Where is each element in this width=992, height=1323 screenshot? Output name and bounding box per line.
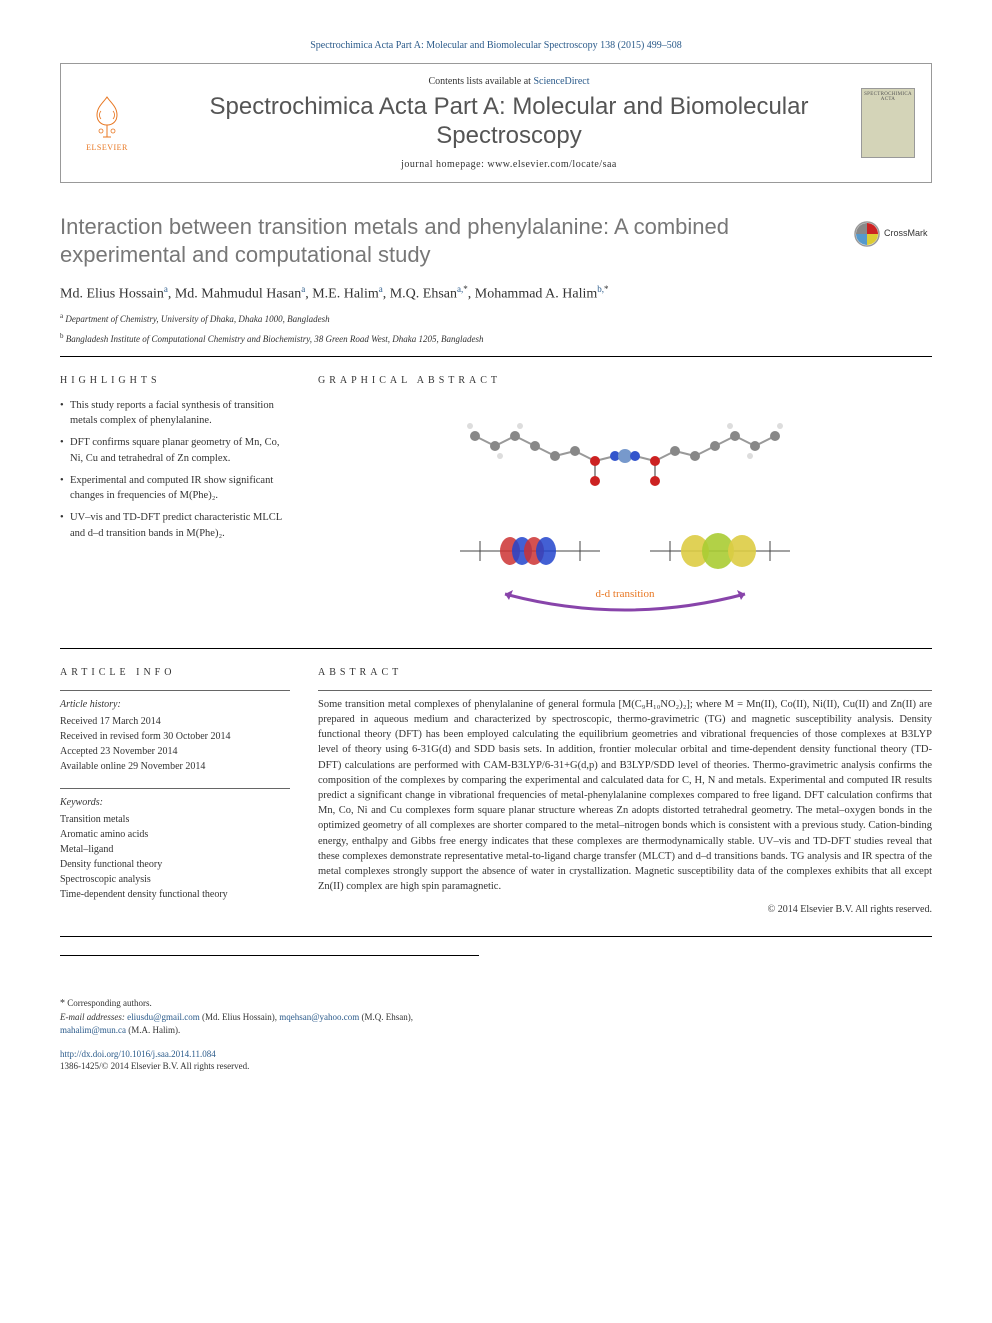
crossmark-icon xyxy=(854,221,880,247)
journal-cover-thumbnail: SPECTROCHIMICA ACTA xyxy=(861,88,915,158)
elsevier-tree-icon xyxy=(83,93,131,141)
orbital-right xyxy=(640,526,800,576)
highlights-list: This study reports a facial synthesis of… xyxy=(60,398,290,542)
article-title: Interaction between transition metals an… xyxy=(60,213,932,270)
elsevier-logo: ELSEVIER xyxy=(77,88,137,158)
article-info-label: ARTICLE INFO xyxy=(60,667,290,678)
keyword-item: Transition metals xyxy=(60,812,290,827)
affiliations: a Department of Chemistry, University of… xyxy=(60,312,932,345)
highlight-item: DFT confirms square planar geometry of M… xyxy=(60,435,290,467)
graphical-abstract-label: GRAPHICAL ABSTRACT xyxy=(318,375,932,386)
keyword-item: Metal–ligand xyxy=(60,842,290,857)
homepage-url[interactable]: www.elsevier.com/locate/saa xyxy=(487,159,616,170)
abstract-text: Some transition metal complexes of pheny… xyxy=(318,697,932,895)
doi-footer: http://dx.doi.org/10.1016/j.saa.2014.11.… xyxy=(60,1048,932,1073)
journal-title: Spectrochimica Acta Part A: Molecular an… xyxy=(157,93,861,151)
journal-header: ELSEVIER Contents lists available at Sci… xyxy=(60,63,932,183)
affiliation-line: a Department of Chemistry, University of… xyxy=(60,312,932,326)
history-line: Accepted 23 November 2014 xyxy=(60,744,290,759)
keyword-item: Aromatic amino acids xyxy=(60,827,290,842)
journal-reference: Spectrochimica Acta Part A: Molecular an… xyxy=(60,40,932,51)
highlight-item: UV–vis and TD-DFT predict characteristic… xyxy=(60,510,290,542)
keywords-block: Keywords: Transition metalsAromatic amin… xyxy=(60,795,290,902)
keyword-item: Spectroscopic analysis xyxy=(60,872,290,887)
history-line: Available online 29 November 2014 xyxy=(60,759,290,774)
corresponding-footnote: * Corresponding authors. E-mail addresse… xyxy=(60,996,479,1038)
orbital-left xyxy=(450,526,610,576)
thin-divider xyxy=(318,690,932,691)
email-link[interactable]: mqehsan@yahoo.com xyxy=(279,1012,359,1022)
thin-divider xyxy=(60,788,290,789)
affiliation-line: b Bangladesh Institute of Computational … xyxy=(60,332,932,346)
abstract-label: ABSTRACT xyxy=(318,667,932,678)
copyright-line: © 2014 Elsevier B.V. All rights reserved… xyxy=(318,904,932,915)
graphical-abstract-figure: d-d transition xyxy=(318,398,932,628)
highlight-item: Experimental and computed IR show signif… xyxy=(60,473,290,505)
sciencedirect-link[interactable]: ScienceDirect xyxy=(533,76,589,87)
highlights-label: HIGHLIGHTS xyxy=(60,375,290,386)
article-history: Article history: Received 17 March 2014R… xyxy=(60,697,290,774)
footnote-rule xyxy=(60,955,479,956)
crossmark-badge[interactable]: CrossMark xyxy=(854,217,932,251)
transition-label: d-d transition xyxy=(596,588,655,600)
divider xyxy=(60,936,932,937)
history-line: Received in revised form 30 October 2014 xyxy=(60,729,290,744)
thin-divider xyxy=(60,690,290,691)
keyword-item: Density functional theory xyxy=(60,857,290,872)
divider xyxy=(60,648,932,649)
divider xyxy=(60,356,932,357)
email-link[interactable]: eliusdu@gmail.com xyxy=(127,1012,200,1022)
keyword-item: Time-dependent density functional theory xyxy=(60,887,290,902)
journal-homepage: journal homepage: www.elsevier.com/locat… xyxy=(157,159,861,170)
molecule-structure xyxy=(445,406,805,506)
elsevier-text: ELSEVIER xyxy=(86,143,128,152)
contents-available-line: Contents lists available at ScienceDirec… xyxy=(157,76,861,87)
email-link[interactable]: mahalim@mun.ca xyxy=(60,1025,126,1035)
highlight-item: This study reports a facial synthesis of… xyxy=(60,398,290,430)
doi-link[interactable]: http://dx.doi.org/10.1016/j.saa.2014.11.… xyxy=(60,1049,216,1059)
history-line: Received 17 March 2014 xyxy=(60,714,290,729)
transition-arrow: d-d transition xyxy=(455,586,795,620)
authors-list: Md. Elius Hossaina, Md. Mahmudul Hasana,… xyxy=(60,284,932,303)
